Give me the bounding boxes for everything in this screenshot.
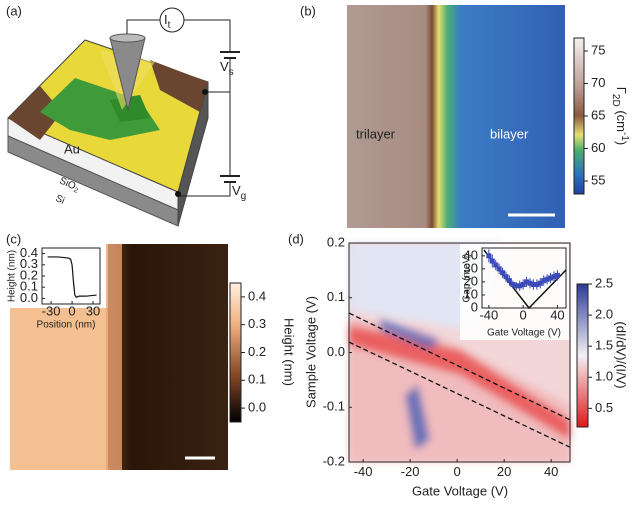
axis-title: Position (nm) (37, 320, 96, 331)
axis-title: Sample Voltage (V) (303, 296, 318, 408)
x-tick-label: -40 (354, 464, 373, 479)
colorbar-tick-label: 2.0 (595, 307, 613, 322)
y-tick-label: 0.1 (327, 289, 345, 304)
y-tick-label: 0.0 (20, 290, 38, 305)
afm-map (10, 308, 110, 470)
x-tick-label: 30 (86, 303, 100, 318)
colorbar-tick-label: 65 (591, 107, 605, 122)
gold-label: Au (64, 141, 80, 156)
y-tick-label: 0.2 (327, 234, 345, 249)
figure: (a) It Vs Vg Au SiO2 Si (b) trilayer bil… (0, 0, 637, 505)
symbol: V (220, 59, 229, 74)
colorbar-tick-label: 0.4 (248, 288, 266, 303)
colorbar-tick-label: 55 (591, 172, 605, 187)
axis-title: Height (nm) (7, 250, 18, 302)
height-profile (48, 257, 97, 297)
colorbar-tick-label: 0.5 (595, 400, 613, 415)
colorbar-tick-label: 0.3 (248, 316, 266, 331)
panel-label: (a) (6, 3, 22, 18)
panel-label: (b) (300, 3, 316, 18)
panel-label: (d) (288, 231, 304, 246)
axis-title: Gate Voltage (V) (412, 483, 508, 498)
gate-voltage-label: Vg (232, 183, 246, 201)
device-diagram (8, 8, 240, 226)
y-tick-label: -0.1 (323, 399, 345, 414)
x-tick-label: -30 (42, 303, 61, 318)
symbol: Γ (614, 87, 629, 94)
x-tick-label: 0 (520, 307, 527, 322)
colorbar (577, 284, 588, 427)
raman-map (347, 5, 565, 228)
colorbar-tick-label: 2.5 (595, 275, 613, 290)
y-tick-label: 0 (471, 299, 478, 314)
y-tick-label: 0.0 (327, 344, 345, 359)
afm-map (108, 244, 228, 470)
colorbar-title: (dI/dV)/(I/V) (614, 321, 629, 388)
subscript: g (241, 191, 247, 202)
region-label: trilayer (356, 126, 396, 141)
x-tick-label: 0 (454, 464, 461, 479)
y-tick-label: -0.2 (323, 453, 345, 468)
afm-edge (106, 244, 122, 470)
x-tick-label: 40 (544, 464, 558, 479)
panel-label: (c) (6, 231, 21, 246)
x-tick-label: 0 (68, 303, 75, 318)
colorbar (574, 38, 584, 194)
colorbar-tick-label: 0.1 (248, 372, 266, 387)
x-tick-label: -20 (401, 464, 420, 479)
colorbar-tick-label: 75 (591, 42, 605, 57)
data-point (555, 273, 560, 278)
colorbar-tick-label: 0.2 (248, 344, 266, 359)
unit-close: ) (614, 141, 629, 145)
colorbar-tick-label: 60 (591, 140, 605, 155)
data-point (486, 253, 491, 258)
colorbar-tick-label: 0.0 (248, 400, 266, 415)
axis-title: Gate Voltage (V) (487, 328, 561, 339)
x-tick-label: 20 (497, 464, 511, 479)
subscript: t (168, 20, 171, 31)
unit: (cm (614, 107, 629, 132)
substrate-label: Si (54, 193, 67, 207)
colorbar-title: Γ2D (cm-1) (610, 87, 630, 146)
colorbar-tick-label: 1.5 (595, 338, 613, 353)
x-tick-label: -40 (479, 307, 498, 322)
colorbar-title: Height (nm) (282, 318, 297, 386)
sample-voltage-label: Vs (220, 59, 234, 77)
subscript: s (229, 67, 234, 78)
subscript: 2D (610, 94, 621, 107)
colorbar-tick-label: 70 (591, 75, 605, 90)
colorbar (230, 283, 241, 422)
symbol: V (232, 183, 241, 198)
colorbar-tick-label: 1.0 (595, 369, 613, 384)
region-label: bilayer (490, 126, 529, 141)
x-tick-label: 40 (550, 307, 564, 322)
